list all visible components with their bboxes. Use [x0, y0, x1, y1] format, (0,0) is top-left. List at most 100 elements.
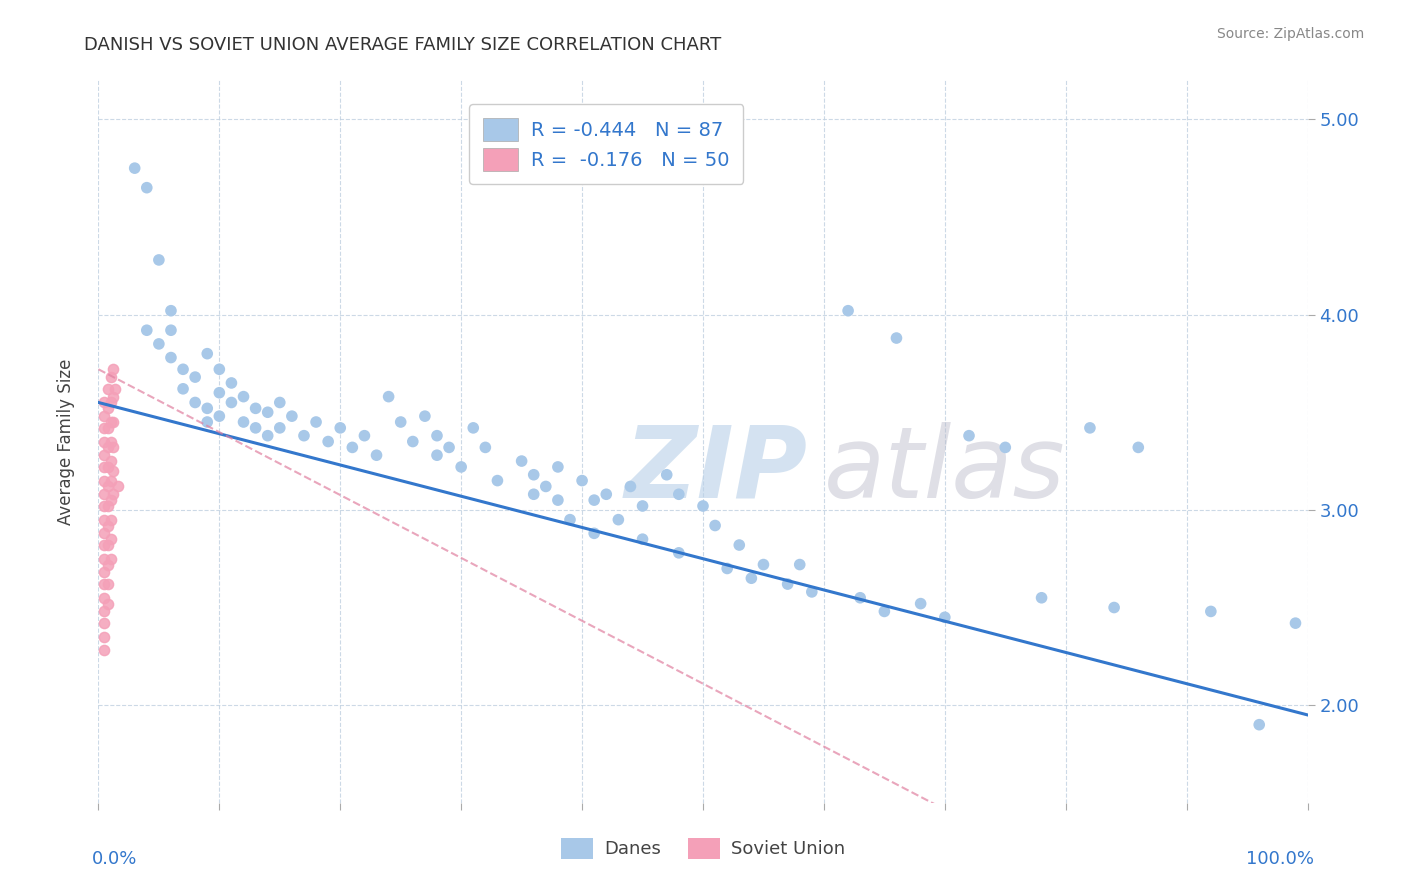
Point — [100, 532, 122, 546]
Point — [994, 441, 1017, 455]
Point — [534, 479, 557, 493]
Point — [172, 382, 194, 396]
Point — [463, 421, 485, 435]
Point — [269, 421, 291, 435]
Point — [1102, 600, 1125, 615]
Point — [208, 385, 231, 400]
Point — [97, 499, 120, 513]
Point — [256, 405, 278, 419]
Point — [172, 362, 194, 376]
Point — [329, 421, 352, 435]
Point — [93, 434, 115, 449]
Point — [148, 337, 170, 351]
Point — [160, 351, 183, 365]
Point — [305, 415, 328, 429]
Point — [100, 513, 122, 527]
Point — [873, 604, 896, 618]
Point — [100, 415, 122, 429]
Point — [837, 303, 859, 318]
Point — [1284, 616, 1306, 631]
Point — [510, 454, 533, 468]
Point — [523, 487, 546, 501]
Point — [474, 441, 496, 455]
Point — [583, 493, 606, 508]
Point — [450, 459, 472, 474]
Point — [184, 370, 207, 384]
Point — [704, 518, 727, 533]
Point — [93, 448, 115, 462]
Point — [486, 474, 509, 488]
Point — [413, 409, 436, 424]
Point — [100, 395, 122, 409]
Point — [934, 610, 956, 624]
Point — [100, 454, 122, 468]
Point — [1031, 591, 1053, 605]
Point — [93, 499, 115, 513]
Point — [184, 395, 207, 409]
Point — [957, 428, 980, 442]
Point — [97, 558, 120, 572]
Point — [97, 538, 120, 552]
Point — [800, 585, 823, 599]
Point — [1078, 421, 1101, 435]
Point — [232, 390, 254, 404]
Point — [124, 161, 146, 176]
Point — [93, 513, 115, 527]
Point — [101, 390, 124, 404]
Point — [910, 597, 932, 611]
Point — [776, 577, 799, 591]
Text: DANISH VS SOVIET UNION AVERAGE FAMILY SIZE CORRELATION CHART: DANISH VS SOVIET UNION AVERAGE FAMILY SI… — [84, 36, 721, 54]
Point — [402, 434, 425, 449]
Point — [135, 323, 157, 337]
Point — [97, 382, 120, 396]
Point — [100, 370, 122, 384]
Point — [245, 401, 267, 416]
Point — [631, 499, 654, 513]
Point — [426, 448, 449, 462]
Point — [245, 421, 267, 435]
Point — [692, 499, 714, 513]
Point — [97, 518, 120, 533]
Point — [195, 401, 218, 416]
Legend: Danes, Soviet Union: Danes, Soviet Union — [554, 830, 852, 866]
Point — [100, 493, 122, 508]
Point — [789, 558, 811, 572]
Point — [849, 591, 872, 605]
Point — [93, 577, 115, 591]
Point — [256, 428, 278, 442]
Point — [97, 421, 120, 435]
Point — [93, 538, 115, 552]
Point — [93, 459, 115, 474]
Point — [377, 390, 399, 404]
Point — [389, 415, 412, 429]
Point — [97, 401, 120, 416]
Point — [100, 474, 122, 488]
Point — [97, 441, 120, 455]
Point — [101, 464, 124, 478]
Point — [437, 441, 460, 455]
Point — [195, 346, 218, 360]
Point — [292, 428, 315, 442]
Point — [101, 441, 124, 455]
Point — [208, 362, 231, 376]
Point — [232, 415, 254, 429]
Point — [752, 558, 775, 572]
Point — [281, 409, 304, 424]
Point — [728, 538, 751, 552]
Point — [93, 643, 115, 657]
Text: 100.0%: 100.0% — [1246, 850, 1313, 868]
Point — [316, 434, 339, 449]
Point — [100, 551, 122, 566]
Point — [93, 630, 115, 644]
Point — [93, 395, 115, 409]
Point — [97, 577, 120, 591]
Point — [93, 487, 115, 501]
Point — [100, 434, 122, 449]
Point — [101, 362, 124, 376]
Point — [160, 323, 183, 337]
Point — [93, 409, 115, 424]
Point — [1128, 441, 1150, 455]
Point — [558, 513, 581, 527]
Point — [97, 479, 120, 493]
Point — [195, 415, 218, 429]
